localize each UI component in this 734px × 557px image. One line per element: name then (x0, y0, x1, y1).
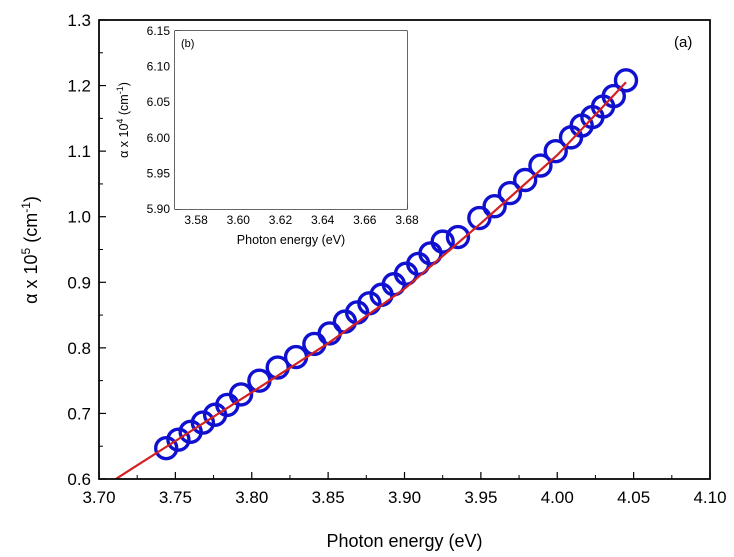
inset-x-tick-label: 3.60 (227, 213, 251, 227)
main-y-axis-title: α x 105 (cm-1) (19, 196, 41, 304)
main-data-point (467, 205, 492, 231)
main-y-tick-label: 0.7 (67, 404, 91, 423)
inset-x-tick-label: 3.68 (395, 213, 419, 227)
inset-y-tick-label: 6.00 (147, 131, 171, 145)
inset-y-tick-label: 5.95 (147, 166, 171, 180)
main-data-point (430, 229, 455, 254)
main-x-tick-label: 3.95 (464, 488, 497, 507)
main-y-axis-title-exp: 5 (19, 247, 33, 254)
inset-y-tick-label: 5.90 (147, 202, 171, 216)
main-fit-line (115, 81, 627, 479)
main-y-tick-label: 1.1 (67, 142, 91, 161)
inset-x-tick-label: 3.58 (184, 213, 208, 227)
main-y-tick-label: 1.3 (67, 11, 91, 30)
inset-y-axis-title-exp: 4 (115, 119, 125, 124)
main-data-point (154, 435, 179, 461)
inset-y-axis-title-unit: (cm (117, 94, 131, 118)
main-data-layer (115, 68, 639, 479)
main-data-point (543, 138, 568, 164)
main-x-tick-label: 3.80 (235, 488, 268, 507)
inset-x-tick-label: 3.64 (311, 213, 335, 227)
main-y-axis-title-prefix: α x 10 (21, 254, 41, 303)
main-panel-label: (a) (674, 34, 692, 51)
main-y-tick-label: 0.9 (67, 273, 91, 292)
main-data-point (601, 83, 626, 109)
main-y-tick-label: 1.0 (67, 208, 91, 227)
inset-panel-label: (b) (181, 38, 194, 50)
main-data-point (613, 68, 639, 93)
main-x-tick-label: 3.90 (388, 488, 421, 507)
main-x-tick-label: 3.75 (159, 488, 192, 507)
main-x-tick-label: 4.10 (693, 488, 726, 507)
main-x-axis-title: Photon energy (eV) (326, 531, 482, 551)
main-data-point (228, 382, 254, 407)
inset-y-axis-title-unit-exp: -1 (115, 86, 125, 94)
main-x-tick-label: 4.05 (617, 488, 650, 507)
main-data-point (497, 180, 523, 206)
main-x-tick-label: 3.85 (312, 488, 345, 507)
inset-y-axis-title: α x 104 (cm-1) (115, 82, 131, 158)
main-data-point (166, 427, 191, 452)
main-data-point (265, 355, 290, 380)
inset-y-axis-title-close: ) (117, 82, 131, 86)
main-y-axis-title-unit: (cm (21, 213, 41, 248)
inset-y-tick-label: 6.05 (147, 95, 171, 109)
main-y-tick-label: 1.2 (67, 77, 91, 96)
main-y-tick-label: 0.6 (67, 470, 91, 489)
main-x-tick-label: 3.70 (82, 488, 115, 507)
main-data-point (445, 224, 471, 250)
inset-y-tick-label: 6.15 (147, 24, 171, 38)
main-y-tick-label: 0.8 (67, 339, 91, 358)
main-y-axis-title-close: ) (21, 196, 41, 202)
inset-x-tick-label: 3.62 (269, 213, 293, 227)
inset-background (175, 31, 407, 209)
inset-x-tick-label: 3.66 (353, 213, 377, 227)
main-y-axis-title-unit-exp: -1 (19, 202, 33, 213)
main-plot-panel: 3.70 3.75 3.80 3.85 3.90 3.95 4.00 4.05 4.10 0.6 0… (67, 11, 726, 507)
main-data-point (482, 194, 507, 219)
inset-y-axis-title-prefix: α x 10 (117, 124, 131, 158)
inset-x-axis-title: Photon energy (eV) (237, 233, 345, 247)
main-data-point (190, 410, 216, 435)
main-data-point (512, 167, 538, 193)
main-data-point (528, 153, 553, 178)
main-x-tick-label: 4.00 (541, 488, 574, 507)
main-plot-frame (98, 19, 711, 480)
inset-y-tick-label: 6.10 (147, 60, 171, 74)
